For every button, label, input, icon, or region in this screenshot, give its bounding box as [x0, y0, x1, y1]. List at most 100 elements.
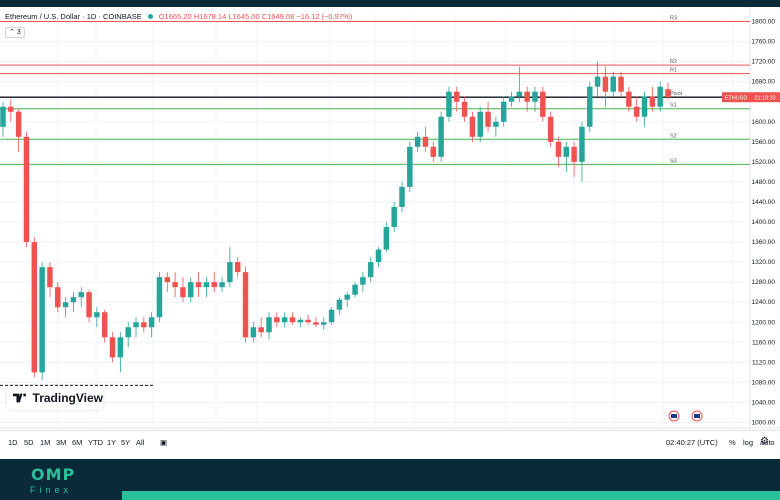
candle-body	[344, 294, 350, 300]
tradingview-icon	[13, 393, 26, 403]
range-6m-button[interactable]: 6M	[72, 438, 83, 447]
candle-body	[438, 116, 444, 157]
candle-body	[540, 91, 546, 117]
candle-body	[665, 89, 671, 98]
candle-body	[524, 91, 530, 102]
candle-body	[62, 302, 69, 308]
percent-scale-toggle[interactable]: %	[729, 438, 736, 447]
candle-body	[281, 317, 288, 323]
level-label-s3: S3	[670, 158, 677, 164]
candle-body	[375, 249, 382, 263]
price-tick-label: 1360.00	[752, 239, 776, 246]
price-tick-label: 1520.00	[752, 159, 776, 166]
price-tick-label: 1760.00	[752, 39, 776, 46]
price-tick-label: 1720.00	[752, 59, 776, 66]
price-tick-label: 1240.00	[752, 299, 776, 306]
top-nav-bar	[0, 0, 780, 7]
candle-body	[360, 277, 366, 285]
candle-body	[219, 282, 225, 288]
candle-body	[618, 76, 624, 92]
candle-body	[485, 111, 491, 127]
candle-body	[391, 206, 397, 228]
candle-body	[500, 101, 507, 122]
candle-body	[571, 146, 577, 162]
candle-body	[297, 319, 304, 323]
level-label-s1: S1	[670, 103, 677, 109]
candle-body	[164, 277, 171, 283]
candle-body	[461, 101, 468, 117]
price-tick-label: 1600.00	[752, 119, 776, 126]
range-1y-button[interactable]: 1Y	[107, 438, 117, 447]
candle-body	[266, 317, 272, 333]
price-tick-label: 1440.00	[752, 199, 776, 206]
candle-body	[47, 267, 53, 288]
candle-body	[242, 272, 249, 338]
candle-body	[94, 312, 100, 318]
market-status-dot	[147, 14, 153, 19]
date-range-icon[interactable]: ▣	[160, 438, 168, 447]
utc-clock[interactable]: 02:40:27 (UTC)	[666, 438, 718, 447]
chart-panel[interactable]: 1800.00 1760.00 1720.00 1680.00 1600.00 1560.…	[0, 7, 780, 459]
ohlc-values: O1665.20 H1678.14 L1645.00 C1649.08 −16.…	[158, 12, 353, 21]
price-tick-label: 1680.00	[752, 79, 776, 86]
tradingview-logo[interactable]: TradingView	[7, 386, 103, 410]
level-label-s2: S2	[670, 133, 677, 139]
price-tick-label: 1200.00	[752, 319, 776, 326]
candle-body	[321, 322, 327, 325]
candle-body	[446, 91, 452, 117]
candle-body	[109, 337, 116, 358]
symbol-title[interactable]: Ethereum / U.S. Dollar · 1D · COINBASE	[5, 12, 142, 21]
candle-body	[289, 317, 296, 323]
candle-body	[454, 91, 460, 102]
range-all-button[interactable]: All	[136, 438, 145, 447]
price-tick-label: 1320.00	[752, 259, 776, 266]
range-ytd-button[interactable]: YTD	[88, 438, 103, 447]
price-chart[interactable]: 1800.00 1760.00 1720.00 1680.00 1600.00 1560.…	[0, 7, 780, 430]
countdown-badge-bg	[750, 92, 780, 103]
candle-body	[8, 106, 14, 112]
range-1d-button[interactable]: 1D	[8, 438, 18, 447]
indicators-toggle-button[interactable]: ⌃ 3	[5, 27, 25, 38]
candle-body	[508, 96, 515, 102]
candle-body	[328, 309, 335, 323]
log-scale-toggle[interactable]: log	[743, 438, 754, 447]
bottom-toolbar: 1D 5D 1M 3M 6M YTD 1Y 5Y All ▣ 02:40:27 …	[0, 430, 780, 453]
candle-body	[602, 76, 609, 92]
chevron-up-icon: ⌃	[9, 29, 15, 36]
range-5y-button[interactable]: 5Y	[121, 438, 131, 447]
price-tick-label: 1280.00	[752, 279, 776, 286]
symbol-badge-bg	[722, 92, 750, 103]
candle-body	[31, 242, 38, 373]
candle-body	[274, 317, 280, 323]
price-tick-label: 1400.00	[752, 219, 776, 226]
level-label-r1: R1	[670, 68, 677, 74]
candle-body	[469, 116, 476, 137]
candle-body	[587, 86, 593, 127]
level-label-pivot: Pivot	[670, 91, 683, 97]
auto-scale-toggle[interactable]: auto	[760, 438, 775, 447]
candle-body	[203, 282, 210, 288]
symbol-legend[interactable]: Ethereum / U.S. Dollar · 1D · COINBASE O…	[5, 12, 352, 21]
price-tick-label: 1080.00	[752, 379, 776, 386]
range-5d-button[interactable]: 5D	[24, 438, 34, 447]
candle-body	[227, 262, 233, 283]
candle-body	[516, 91, 523, 97]
footer-accent-stripe	[122, 491, 780, 500]
candle-body	[594, 76, 601, 87]
range-1m-button[interactable]: 1M	[40, 438, 51, 447]
candle-body	[422, 136, 429, 147]
candle-body	[555, 141, 562, 157]
range-3m-button[interactable]: 3M	[56, 438, 67, 447]
candle-body	[532, 91, 538, 102]
candle-body	[234, 262, 241, 273]
candle-body	[305, 319, 311, 323]
candle-body	[477, 111, 483, 137]
candle-body	[70, 297, 77, 303]
candle-body	[133, 322, 139, 328]
candle-body	[117, 337, 124, 358]
candle-body	[156, 277, 163, 318]
gear-icon[interactable]: ⚙	[760, 436, 769, 447]
price-tick-label: 1800.00	[752, 19, 776, 26]
candle-body	[367, 262, 374, 278]
price-tick-label: 1040.00	[752, 399, 776, 406]
